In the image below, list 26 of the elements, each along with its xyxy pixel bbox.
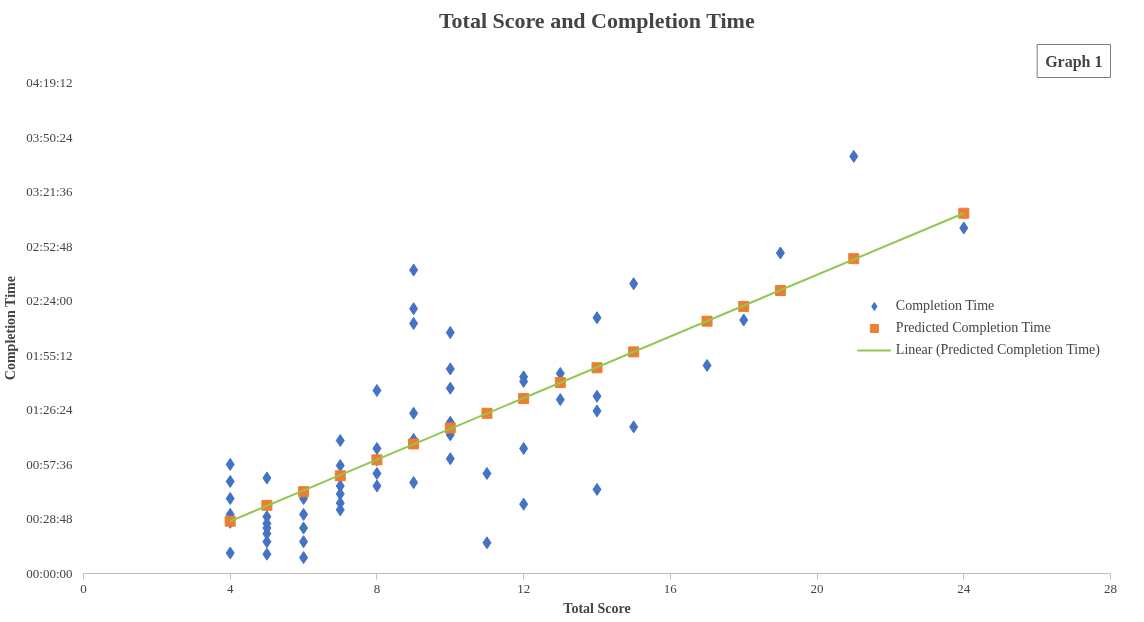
x-tick-label: 24 (957, 580, 971, 596)
y-tick-label: 02:52:48 (26, 238, 73, 254)
y-axis-title: Completion Time (3, 276, 19, 381)
x-axis-title: Total Score (563, 600, 631, 616)
y-tick-label: 02:24:00 (26, 293, 73, 309)
x-tick-label: 28 (1104, 580, 1117, 596)
y-tick-label: 00:28:48 (26, 511, 73, 527)
y-tick-label: 03:21:36 (26, 184, 73, 200)
x-tick-label: 8 (373, 580, 381, 596)
caption: Graph 1 (1045, 52, 1103, 71)
chart-title: Total Score and Completion Time (438, 7, 755, 33)
x-tick-label: 12 (517, 580, 531, 596)
x-tick-label: 20 (810, 580, 824, 596)
x-tick-label: 0 (80, 580, 87, 596)
legend-label: Predicted Completion Time (895, 319, 1051, 336)
point (958, 207, 970, 219)
legend-label: Completion Time (895, 297, 995, 314)
x-tick-label: 16 (663, 580, 678, 596)
x-tick-label: 4 (226, 580, 234, 596)
y-tick-label: 04:19:12 (26, 75, 73, 90)
y-tick-label: 01:55:12 (26, 347, 73, 363)
y-tick-label: 03:50:24 (26, 129, 73, 145)
y-tick-label: 00:57:36 (26, 456, 73, 472)
y-tick-label: 01:26:24 (26, 402, 73, 418)
y-tick-label: 00:00:00 (26, 566, 73, 581)
legend-label: Linear (Predicted Completion Time) (895, 341, 1100, 358)
